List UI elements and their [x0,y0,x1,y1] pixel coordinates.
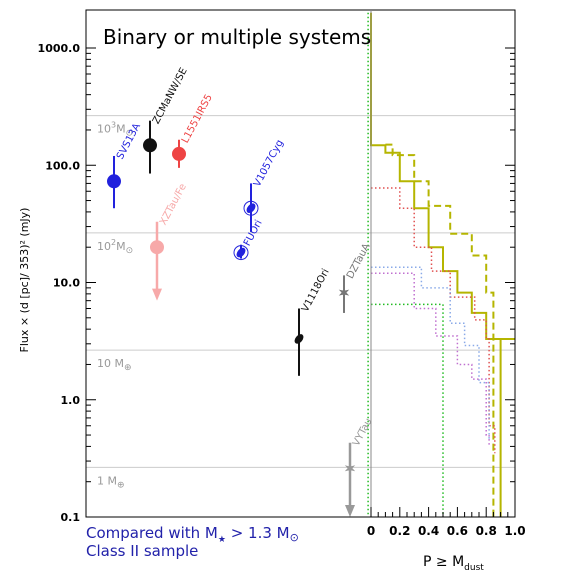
point-xztau-fe: XZTau/Fe [150,182,189,301]
upper-limit-arrowhead [345,505,355,517]
point-marker [236,247,246,258]
upper-limit-arrowhead [152,288,162,301]
x2-tick-label: 0.6 [447,524,468,538]
y-tick-label: 10.0 [53,277,80,290]
data-points: SVS13AZCMaNW/SEL1551IRS5XZTau/FeV1057Cyg… [107,66,375,517]
cdf-line-green-dotted [371,303,444,517]
point-label: XZTau/Fe [158,182,189,227]
footer-note: Compared with M★ > 1.3 M⊙ Class II sampl… [86,524,299,560]
point-ring [243,200,259,216]
mass-line-label: 1 M⊕ [97,474,125,490]
footer-line1-end: ⊙ [290,531,299,544]
point-marker [338,286,350,299]
point-v1118ori: V1118Ori [294,267,332,376]
cdf-line-purple-dotted [371,272,490,447]
x2-tick-label: 1.0 [504,524,525,538]
cdf-lines [367,12,515,517]
footer-line1-sub: ★ [218,535,226,545]
cdf-line-olive-solid [370,12,502,517]
mass-line-label: 103M⊙ [97,121,133,139]
cdf-line-blue-dotted [371,266,490,441]
point-l1551irs5: L1551IRS5 [172,93,215,168]
point-v1057cyg: V1057Cyg [243,138,286,232]
x2-tick-label: 0.2 [389,524,410,538]
x2-label-sub: dust [464,563,484,572]
y-tick-label: 0.1 [61,511,81,524]
point-marker [143,138,157,153]
point-label: ZCMaNW/SE [151,66,190,126]
point-marker [344,462,356,475]
point-marker [107,174,121,189]
y-tick-label: 1000.0 [38,42,81,55]
x2-tick-label: 0 [367,524,375,538]
svg-text:Compared with M★ > 1.3 M⊙: Compared with M★ > 1.3 M⊙ [86,524,299,545]
plot-frame [85,9,516,518]
point-marker [150,240,164,255]
mass-lines: 103M⊙ 102M⊙ 10 M⊕ 1 M⊕ [86,115,515,490]
chart-title: Binary or multiple systems [103,25,371,49]
x2-tick-label: 0.4 [418,524,439,538]
x2-label-text: P ≥ M [423,554,464,570]
axes: 1000.0 100.0 10.0 1.0 0.1 0 0.2 0.4 0.6 0.8 1.0 [38,9,526,538]
point-label: L1551IRS5 [180,93,215,146]
footer-line2: Class II sample [86,542,198,560]
point-marker [246,203,256,214]
x2-tick-label: 0.8 [476,524,497,538]
y-tick-label: 100.0 [45,159,80,172]
point-vytau: VYTau [344,417,375,517]
y-axis-label: Flux × (d [pc]/ 353)² (mJy) [18,208,31,353]
point-fuori: FUOri [233,218,265,261]
point-ring [233,245,249,261]
mass-line-label: 10 M⊕ [97,357,132,373]
footer-line1-text: Compared with M [86,524,218,542]
point-label: V1118Ori [300,267,332,314]
y-tick-label: 1.0 [61,394,81,407]
x2-axis-label: P ≥ Mdust [423,554,484,572]
svg-text:P ≥ Mdust: P ≥ Mdust [423,554,484,572]
cdf-line-olive-dashed [385,143,495,517]
cdf-line-red-dotted [371,187,496,454]
point-marker [172,146,186,161]
mass-line-label: 102M⊙ [97,238,133,256]
footer-line1-rest: > 1.3 M [226,524,290,542]
point-label: V1057Cyg [252,138,286,189]
point-marker [294,334,304,344]
